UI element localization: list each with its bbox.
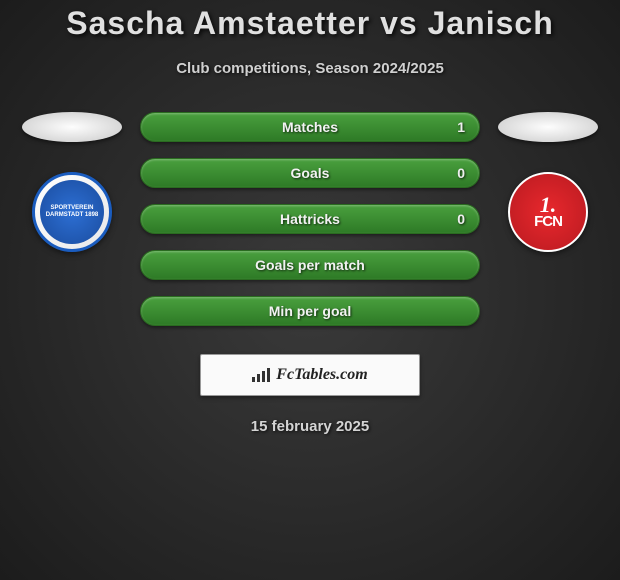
comparison-card: Sascha Amstaetter vs Janisch Club compet… <box>0 0 620 435</box>
stat-rows: Matches 1 Goals 0 Hattricks 0 Goals per … <box>140 112 480 326</box>
footer-date: 15 february 2025 <box>251 418 369 435</box>
stat-label: Hattricks <box>280 211 340 227</box>
team-right-badge-bottom: FCN <box>534 215 562 229</box>
player-left-avatar-placeholder <box>22 112 122 142</box>
stat-val-right: 0 <box>443 211 479 227</box>
subtitle: Club competitions, Season 2024/2025 <box>176 60 444 77</box>
team-left-badge: SPORTVEREIN DARMSTADT 1898 <box>32 172 112 252</box>
stat-val-right: 0 <box>443 165 479 181</box>
page-title: Sascha Amstaetter vs Janisch <box>66 5 554 42</box>
stat-row-hattricks: Hattricks 0 <box>140 204 480 234</box>
brand-badge[interactable]: FcTables.com <box>200 354 420 396</box>
stat-label: Goals <box>291 165 330 181</box>
stat-row-goals-per-match: Goals per match <box>140 250 480 280</box>
bar-chart-icon <box>252 368 270 382</box>
stat-row-matches: Matches 1 <box>140 112 480 142</box>
stat-label: Matches <box>282 119 338 135</box>
brand-text: FcTables.com <box>276 366 367 384</box>
player-left-column: SPORTVEREIN DARMSTADT 1898 <box>22 112 122 252</box>
team-right-badge: 1. FCN <box>508 172 588 252</box>
stat-label: Goals per match <box>255 257 365 273</box>
stat-row-min-per-goal: Min per goal <box>140 296 480 326</box>
team-right-badge-text: 1. FCN <box>534 195 562 228</box>
stat-row-goals: Goals 0 <box>140 158 480 188</box>
player-right-avatar-placeholder <box>498 112 598 142</box>
stat-label: Min per goal <box>269 303 351 319</box>
stats-wrapper: SPORTVEREIN DARMSTADT 1898 Matches 1 Goa… <box>0 112 620 326</box>
player-right-column: 1. FCN <box>498 112 598 252</box>
team-left-badge-text: SPORTVEREIN DARMSTADT 1898 <box>40 180 104 244</box>
stat-val-right: 1 <box>443 119 479 135</box>
